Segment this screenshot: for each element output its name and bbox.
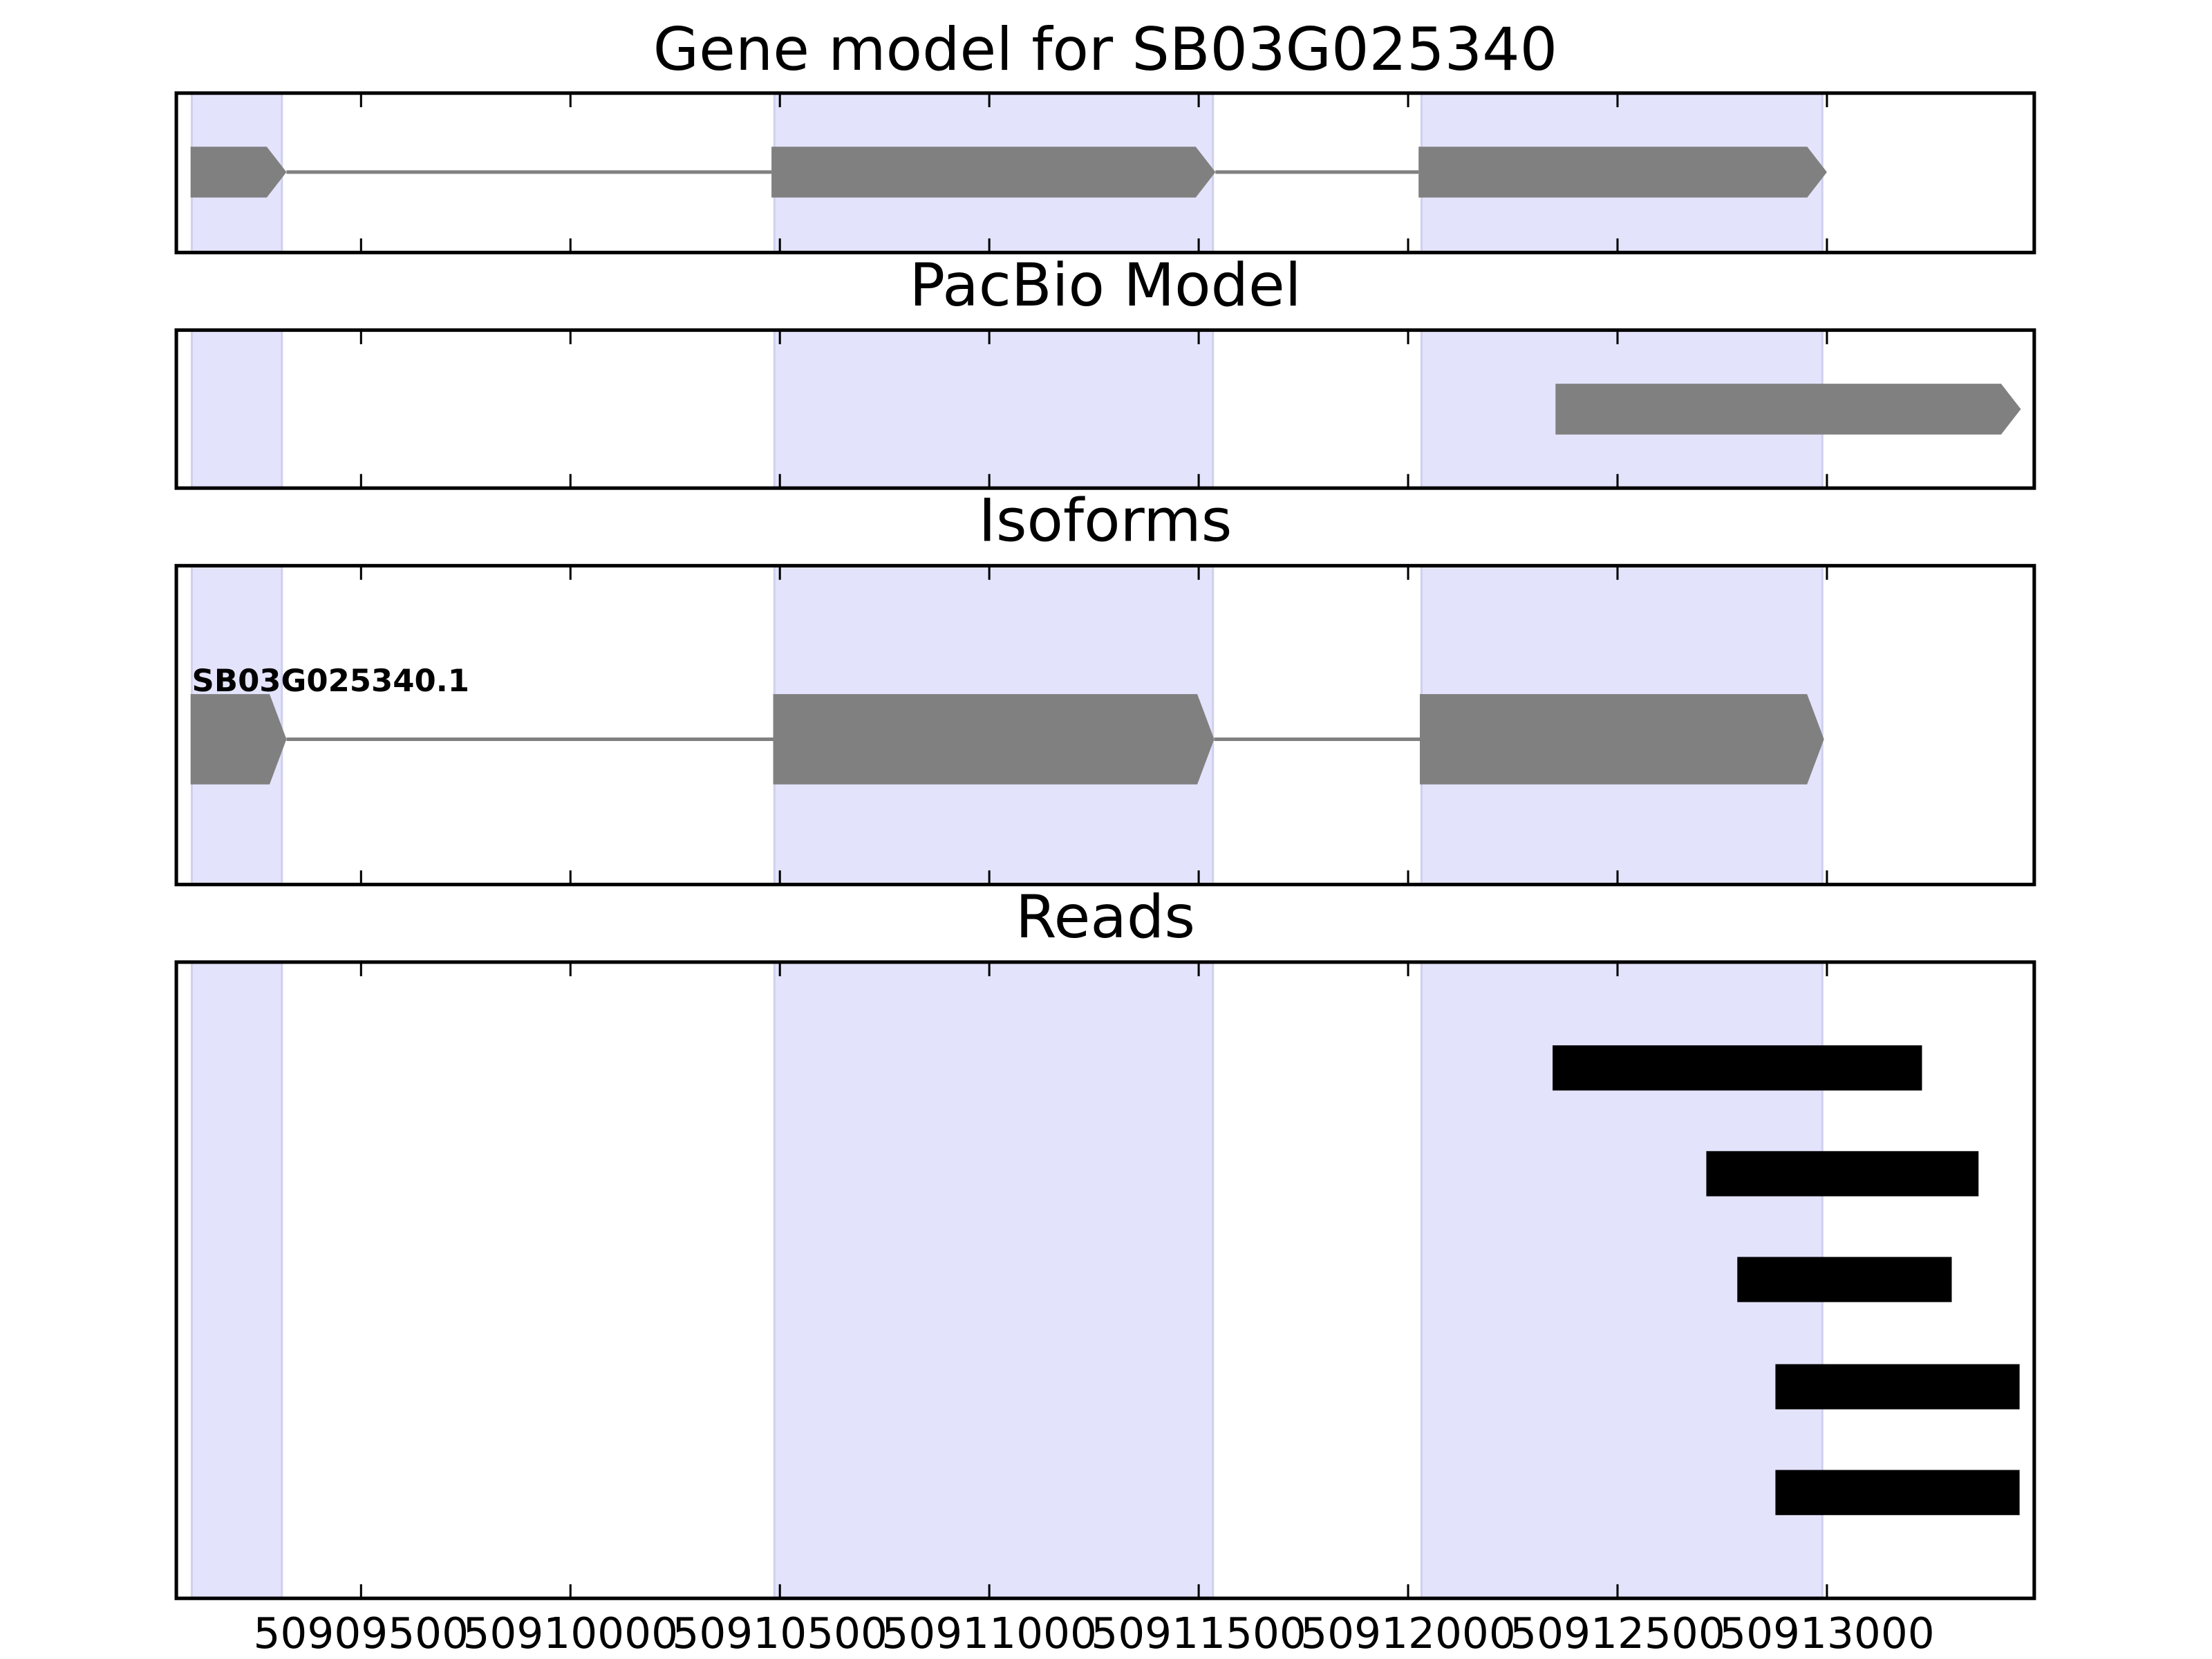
panel-frame <box>174 91 2036 254</box>
read <box>1706 1151 1979 1197</box>
x-tick-label: 50911500 <box>1091 1609 1306 1658</box>
x-tick-label: 50911000 <box>881 1609 1097 1658</box>
exon <box>773 694 1215 785</box>
x-tick-label: 50912500 <box>1510 1609 1725 1658</box>
exon-highlight <box>773 961 1215 1600</box>
x-tick-label: 50910000 <box>462 1609 678 1658</box>
panel-frame <box>174 328 2036 490</box>
panel-frame <box>174 563 2036 887</box>
panel-title: PacBio Model <box>909 251 1301 320</box>
x-tick-label: 50909500 <box>253 1609 469 1658</box>
exon-highlight <box>190 329 283 489</box>
panel-title: Reads <box>1015 883 1195 952</box>
exon-highlight <box>773 329 1215 489</box>
exon <box>190 694 287 785</box>
panel-frame <box>174 960 2036 1600</box>
exon <box>1418 147 1827 198</box>
read <box>1775 1364 2020 1409</box>
x-tick-label: 50912000 <box>1300 1609 1516 1658</box>
read <box>1553 1045 1922 1091</box>
exon <box>771 147 1216 198</box>
exon <box>190 147 287 198</box>
read <box>1737 1257 1952 1302</box>
panel-title: Isoforms <box>979 487 1232 556</box>
x-tick-label: 50913000 <box>1719 1609 1935 1658</box>
exon <box>1420 694 1824 785</box>
x-tick-label: 50910500 <box>672 1609 888 1658</box>
read <box>1775 1470 2020 1515</box>
panel-title: Gene model for SB03G025340 <box>653 15 1557 84</box>
isoform-label: SB03G025340.1 <box>192 662 469 699</box>
exon <box>1555 384 2021 435</box>
exon-highlight <box>190 961 283 1600</box>
